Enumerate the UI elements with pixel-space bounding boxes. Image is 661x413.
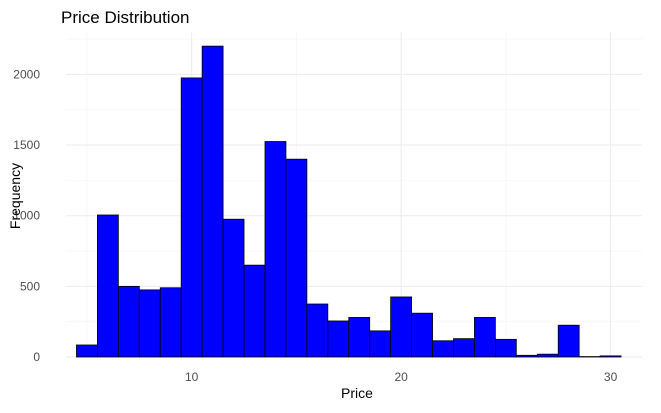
histogram-bar	[370, 331, 391, 357]
chart-title: Price Distribution	[61, 8, 190, 27]
histogram-bar	[160, 288, 181, 357]
histogram-bar	[328, 321, 349, 357]
histogram-bar	[265, 142, 286, 357]
x-axis-title: Price	[341, 385, 373, 401]
histogram-bar	[495, 339, 516, 357]
histogram-bar	[223, 219, 244, 357]
y-axis-title: Frequency	[7, 163, 23, 229]
y-tick-label: 1500	[13, 138, 40, 152]
histogram-bar	[558, 325, 579, 357]
histogram-bar	[433, 341, 454, 357]
y-tick-label: 0	[33, 350, 40, 364]
histogram-bar	[202, 46, 223, 357]
histogram-bar	[412, 313, 433, 357]
x-tick-label: 30	[604, 370, 618, 384]
histogram-bar	[307, 304, 328, 357]
histogram-bar	[537, 354, 558, 357]
histogram-bar	[97, 215, 118, 357]
histogram-bar	[349, 317, 370, 357]
histogram-bar	[516, 355, 537, 357]
histogram-bar	[286, 159, 307, 357]
x-tick-label: 10	[185, 370, 199, 384]
x-tick-label: 20	[394, 370, 408, 384]
histogram-bar	[453, 339, 474, 357]
histogram-bar	[76, 345, 97, 357]
histogram-bars	[76, 46, 621, 357]
y-tick-label: 500	[20, 279, 40, 293]
y-tick-label: 2000	[13, 67, 40, 81]
histogram-bar	[139, 290, 160, 357]
x-axis-tick-labels: 10 20 30	[185, 370, 618, 384]
histogram-bar	[244, 265, 265, 357]
histogram-bar	[600, 356, 621, 357]
histogram-bar	[474, 317, 495, 357]
histogram-bar	[118, 286, 139, 357]
histogram-bar	[181, 78, 202, 357]
histogram-bar	[391, 297, 412, 357]
